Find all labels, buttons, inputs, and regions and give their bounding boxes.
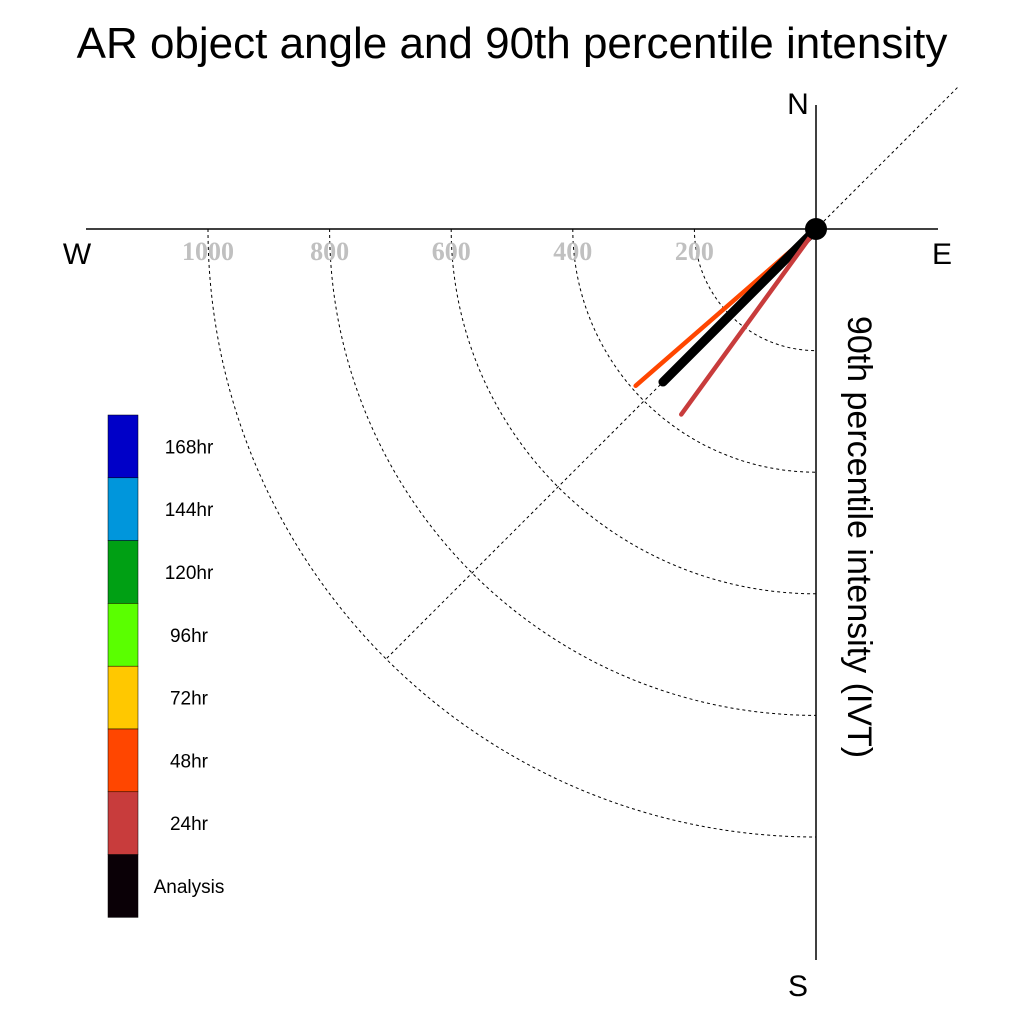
y-axis-label: 90th percentile intensity (IVT) bbox=[840, 316, 878, 758]
radial-grid-arc bbox=[450, 228, 817, 595]
compass-north: N bbox=[787, 88, 809, 121]
legend-label: 48hr bbox=[170, 751, 209, 772]
radial-tick-label: 800 bbox=[310, 237, 349, 266]
legend-swatch bbox=[107, 665, 139, 730]
origin-marker bbox=[805, 218, 827, 240]
compass-west: W bbox=[63, 238, 92, 271]
legend-swatch bbox=[107, 540, 139, 604]
vector-series bbox=[633, 224, 821, 417]
radial-tick-labels: 200 400 600 800 1000 bbox=[182, 237, 714, 266]
legend-swatch bbox=[107, 791, 139, 855]
legend-label: 120hr bbox=[165, 563, 214, 584]
legend-swatch bbox=[107, 728, 139, 793]
chart-title: AR object angle and 90th percentile inte… bbox=[77, 19, 948, 68]
radial-grid-arc bbox=[693, 228, 817, 352]
radial-tick-label: 1000 bbox=[182, 237, 234, 266]
radial-grid-arc bbox=[572, 228, 817, 473]
vector-24hr bbox=[679, 226, 819, 417]
radial-grid-arc bbox=[329, 228, 817, 716]
radial-tick-label: 400 bbox=[553, 237, 592, 266]
legend-swatch bbox=[107, 477, 139, 541]
legend-swatch bbox=[107, 854, 139, 918]
compass-east: E bbox=[932, 238, 952, 271]
legend-label: Analysis bbox=[154, 877, 225, 898]
radial-tick-label: 200 bbox=[675, 237, 714, 266]
legend-label: 24hr bbox=[170, 814, 209, 835]
legend-swatch bbox=[107, 414, 139, 479]
radial-grid-arc bbox=[207, 228, 817, 838]
vector-analysis bbox=[658, 224, 821, 387]
legend-label: 144hr bbox=[165, 500, 214, 521]
radial-tick-label: 600 bbox=[432, 237, 471, 266]
legend-label: 72hr bbox=[170, 689, 209, 710]
legend: 168hr 144hr 120hr 96hr 72hr 48hr 24hr Analysis bbox=[107, 414, 225, 918]
compass-south: S bbox=[788, 970, 808, 1003]
legend-swatch bbox=[107, 603, 139, 667]
legend-label: 96hr bbox=[170, 626, 209, 647]
legend-label: 168hr bbox=[165, 437, 214, 458]
